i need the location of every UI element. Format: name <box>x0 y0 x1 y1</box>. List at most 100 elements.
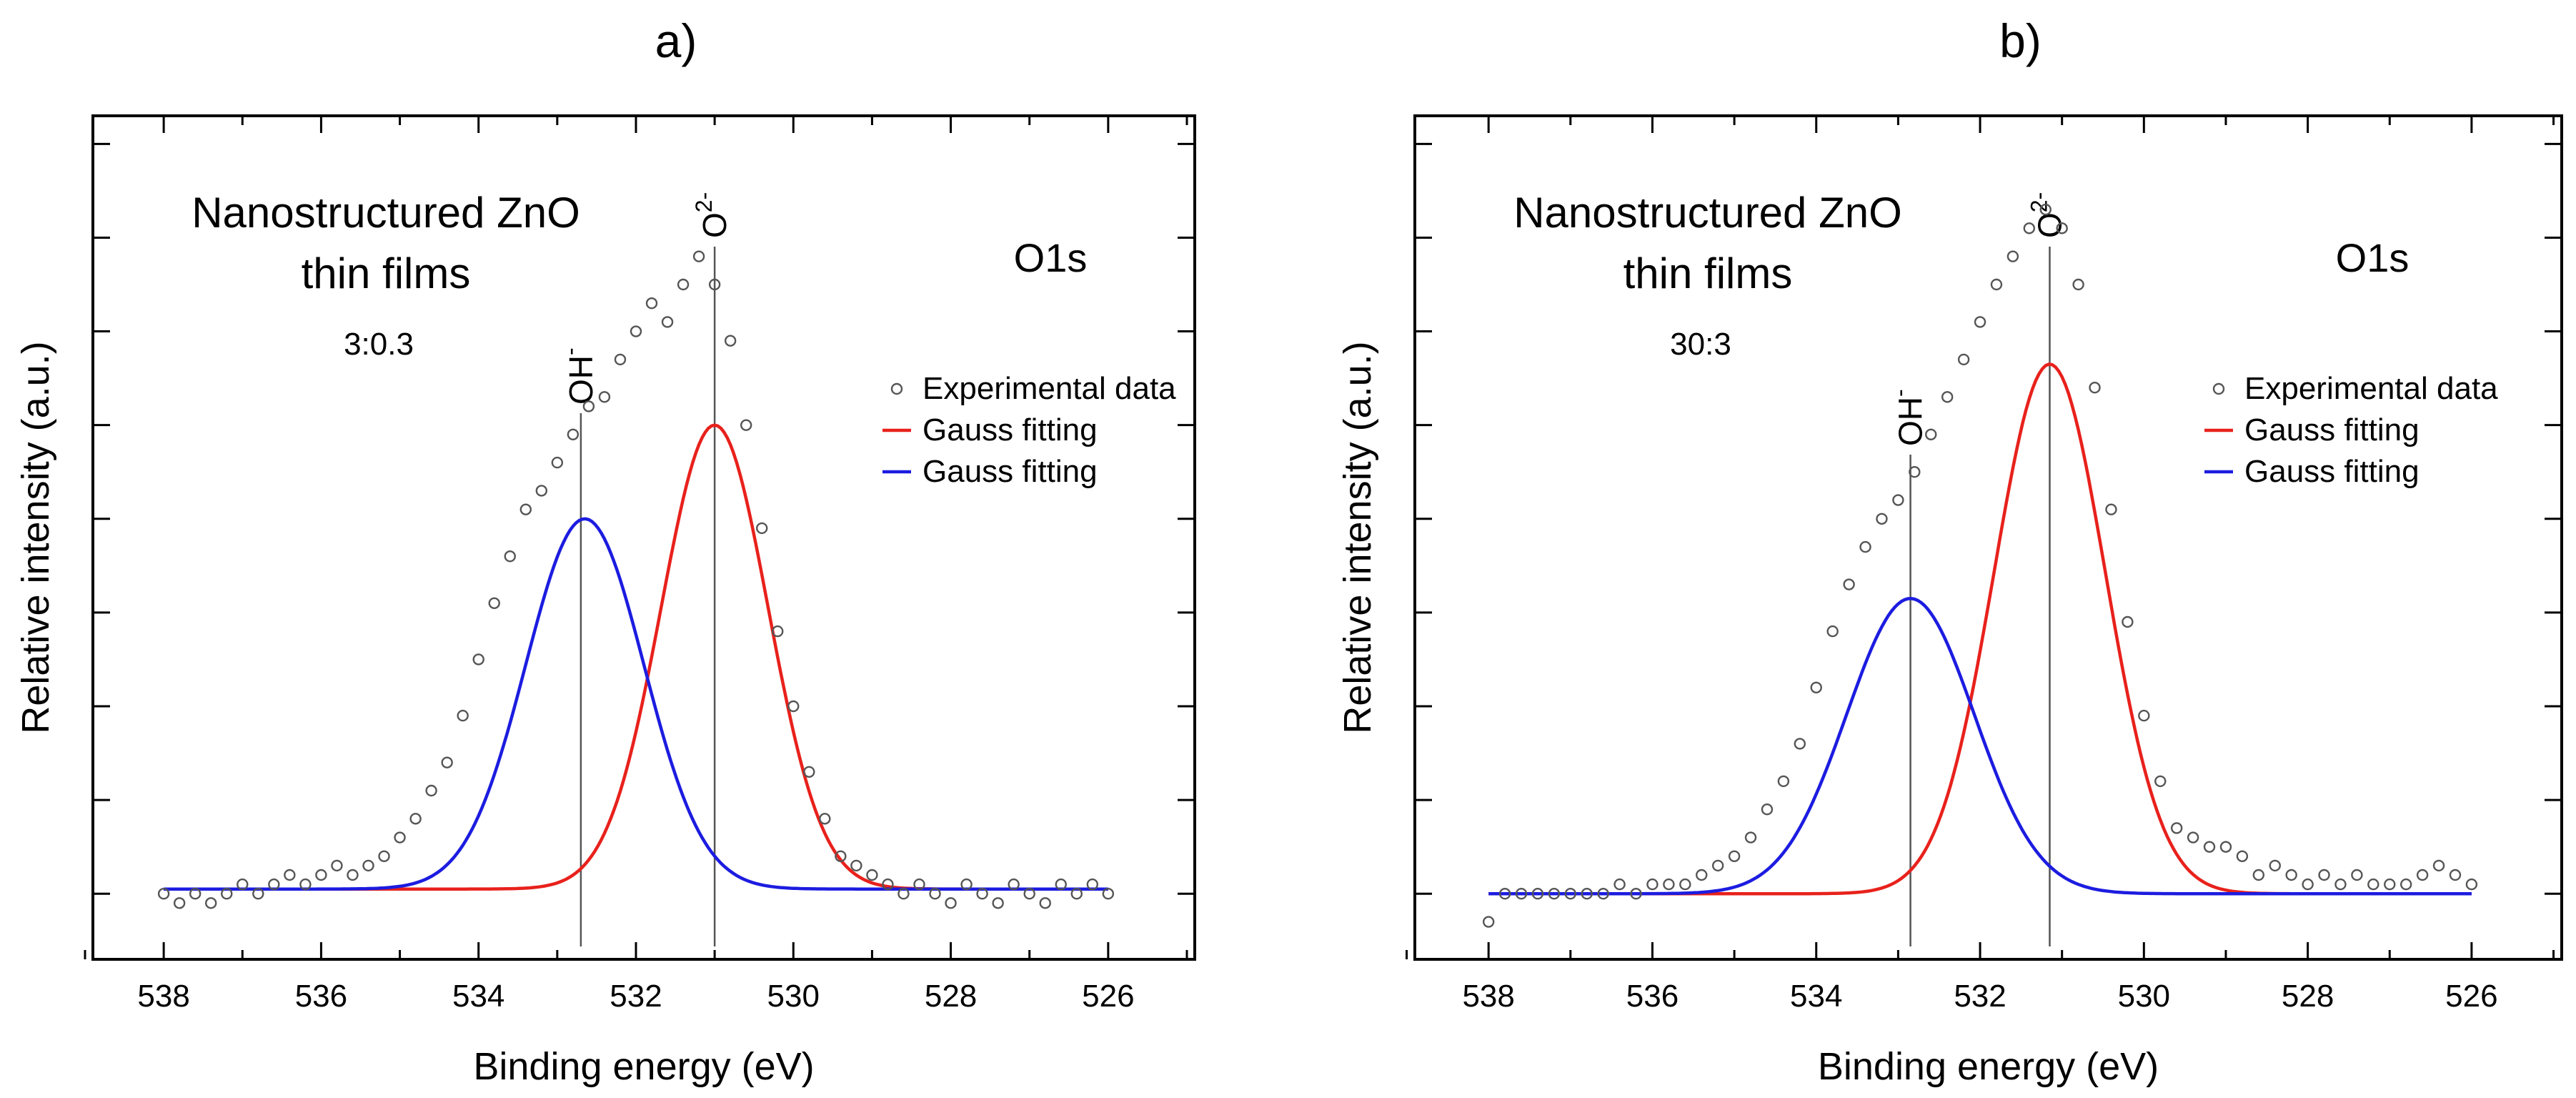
data-point <box>1859 540 1871 553</box>
data-point <box>1086 878 1099 891</box>
y-axis-title: Relative intensity (a.u.) <box>1336 341 1379 733</box>
data-point <box>803 766 815 778</box>
data-point <box>598 391 611 403</box>
data-point <box>1663 878 1675 891</box>
data-point <box>284 869 296 881</box>
data-point <box>1761 803 1774 816</box>
data-point <box>331 859 343 872</box>
sample-title: Nanostructured ZnO <box>192 189 580 237</box>
data-point <box>1498 888 1511 900</box>
panel-b: 538 536 534 532 530 528 526 Binding energy (eV)… <box>1336 14 2563 1088</box>
data-point <box>692 250 705 262</box>
data-point <box>1679 878 1691 891</box>
data-point <box>630 325 642 337</box>
data-point <box>2367 878 2379 891</box>
data-point <box>2039 203 2052 216</box>
data-point <box>787 700 800 713</box>
legend-label: Gauss fitting <box>2244 412 2420 447</box>
x-tick-label: 530 <box>2118 979 2170 1014</box>
data-point <box>992 897 1004 909</box>
data-point <box>2056 222 2068 234</box>
data-point <box>567 428 580 440</box>
data-point <box>2187 831 2199 844</box>
data-point <box>960 878 973 891</box>
plot-frame <box>91 114 1196 961</box>
peak-label-sup: 2- <box>2026 192 2052 212</box>
gauss-fit-blue <box>1488 597 2472 896</box>
data-point <box>1974 316 1986 328</box>
data-point <box>1531 888 1544 900</box>
data-point <box>976 888 988 900</box>
data-point <box>756 522 768 535</box>
data-point <box>504 550 516 563</box>
x-tick-label: 532 <box>610 979 662 1014</box>
sample-ratio: 3:0.3 <box>344 327 414 362</box>
peak-label-main: O <box>2031 212 2068 238</box>
panel-label: a) <box>655 14 697 67</box>
data-point <box>1826 625 1839 638</box>
data-point <box>1597 888 1609 900</box>
data-point <box>315 869 327 881</box>
data-point <box>1613 878 1626 891</box>
x-tick-label: 526 <box>1082 979 1134 1014</box>
data-point <box>1925 428 1937 440</box>
data-point <box>2334 878 2347 891</box>
data-point <box>1515 888 1528 900</box>
data-point <box>614 353 627 366</box>
data-point <box>425 784 437 797</box>
data-point <box>1957 353 1970 366</box>
data-point <box>819 813 831 825</box>
data-point <box>2122 615 2134 628</box>
data-point <box>488 597 500 609</box>
data-point <box>2285 869 2297 881</box>
panel-a: 538 536 534 532 530 528 526 Binding energy (eV)… <box>14 14 1196 1088</box>
data-point <box>1023 888 1035 900</box>
data-point <box>2236 850 2249 862</box>
legend-marker-circle <box>890 382 903 395</box>
data-point <box>2432 859 2445 872</box>
data-point <box>551 456 564 469</box>
data-point <box>2023 222 2036 234</box>
peak-label-oh: OH- <box>557 347 600 405</box>
peak-label-main: O <box>696 212 733 238</box>
data-point <box>2318 869 2330 881</box>
data-point <box>362 859 374 872</box>
data-point <box>835 850 847 862</box>
data-point <box>945 897 957 909</box>
plot-frame <box>1413 114 2563 961</box>
data-point <box>268 878 280 891</box>
data-point <box>2170 822 2183 834</box>
data-point <box>252 888 264 900</box>
data-point <box>1711 859 1724 872</box>
data-point <box>929 888 941 900</box>
data-point <box>1564 888 1577 900</box>
data-point <box>1039 897 1051 909</box>
x-tick-label: 526 <box>2445 979 2497 1014</box>
sample-title: Nanostructured ZnO <box>1513 189 1902 237</box>
data-point <box>1892 494 1904 506</box>
data-point <box>582 400 595 412</box>
legend-label: Gauss fitting <box>923 454 1098 489</box>
gauss-fit-red <box>164 423 1108 891</box>
data-point <box>1581 888 1593 900</box>
data-point <box>645 297 658 310</box>
data-point <box>2006 250 2019 262</box>
data-point <box>1055 878 1067 891</box>
data-point <box>2203 841 2216 853</box>
data-point <box>740 419 752 431</box>
peak-label-sup: 2- <box>691 192 717 212</box>
data-point <box>1794 738 1806 750</box>
data-point <box>1008 878 1020 891</box>
x-tick-label: 534 <box>452 979 504 1014</box>
data-point <box>772 625 784 638</box>
data-point <box>409 813 422 825</box>
data-point <box>1941 391 1954 403</box>
data-point <box>2449 869 2462 881</box>
data-point <box>2416 869 2429 881</box>
data-point <box>173 897 186 909</box>
data-point <box>1990 278 2003 291</box>
data-point <box>457 709 469 722</box>
peak-label-main: OH <box>562 355 600 405</box>
peak-label-oh: OH- <box>1887 389 1929 446</box>
data-point <box>2089 382 2101 394</box>
